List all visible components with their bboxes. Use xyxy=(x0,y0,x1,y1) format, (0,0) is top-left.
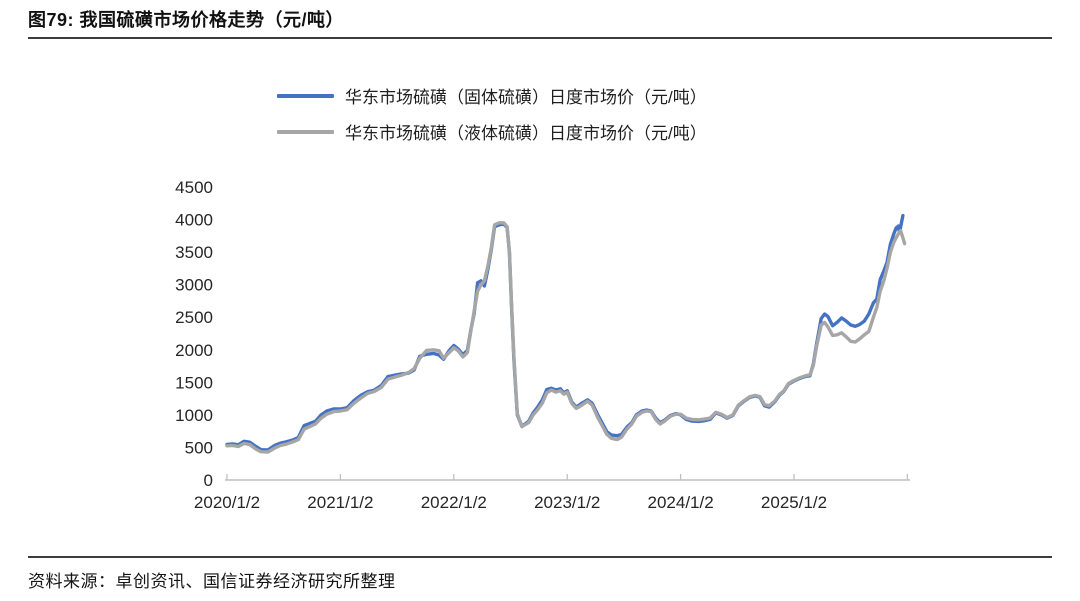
footer-divider xyxy=(28,556,1052,558)
source-note: 资料来源：卓创资讯、国信证券经济研究所整理 xyxy=(28,572,396,591)
x-tick-label: 2021/1/2 xyxy=(307,493,373,512)
legend-line-icon-liquid xyxy=(277,129,334,134)
x-tick-label: 2025/1/2 xyxy=(761,493,827,512)
x-tick-label: 2022/1/2 xyxy=(421,493,487,512)
x-tick-label: 2023/1/2 xyxy=(534,493,600,512)
x-tick-label: 2024/1/2 xyxy=(648,493,714,512)
legend-line-icon-solid xyxy=(277,93,334,98)
y-tick-label: 2000 xyxy=(175,341,213,360)
price-chart-svg: 0 500 1000 1500 2000 2500 3000 3500 4000 4500 2020… xyxy=(175,178,910,512)
y-tick-label: 3500 xyxy=(175,243,213,262)
legend-label-solid: 华东市场硫磺（固体硫磺）日度市场价（元/吨） xyxy=(345,88,707,107)
y-tick-label: 3000 xyxy=(175,276,213,295)
legend-item-liquid: 华东市场硫磺（液体硫磺）日度市场价（元/吨） xyxy=(277,118,707,145)
legend-label-liquid: 华东市场硫磺（液体硫磺）日度市场价（元/吨） xyxy=(345,124,707,143)
y-tick-label: 2500 xyxy=(175,308,213,327)
y-tick-label: 1500 xyxy=(175,373,213,392)
series-line-liquid xyxy=(225,221,907,454)
y-tick-label: 0 xyxy=(204,471,213,490)
price-chart: 0 500 1000 1500 2000 2500 3000 3500 4000 4500 2020… xyxy=(140,160,930,528)
y-tick-label: 4500 xyxy=(175,178,213,197)
y-tick-label: 1000 xyxy=(175,406,213,425)
legend-item-solid: 华东市场硫磺（固体硫磺）日度市场价（元/吨） xyxy=(277,82,707,109)
y-tick-label: 500 xyxy=(185,438,213,457)
chart-legend: 华东市场硫磺（固体硫磺）日度市场价（元/吨） 华东市场硫磺（液体硫磺）日度市场价… xyxy=(277,82,707,145)
x-tick-label: 2020/1/2 xyxy=(194,493,260,512)
y-tick-label: 4000 xyxy=(175,211,213,230)
title-divider xyxy=(28,37,1052,39)
figure-title: 图79: 我国硫磺市场价格走势（元/吨） xyxy=(28,10,345,30)
